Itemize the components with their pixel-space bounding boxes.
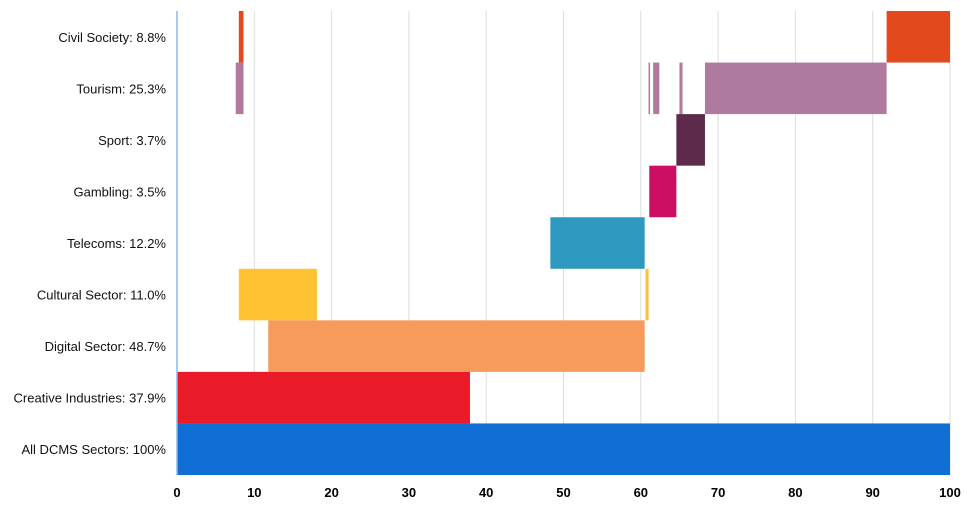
- bar-tourism-4: [679, 62, 683, 115]
- bar-civil-society-1: [238, 11, 244, 63]
- category-label-civil-society: Civil Society: 8.8%: [58, 30, 166, 45]
- category-label-digital-sector: Digital Sector: 48.7%: [45, 339, 167, 354]
- bar-tourism-3: [653, 62, 660, 115]
- bar-layer: [177, 11, 950, 475]
- x-tick-label-40: 40: [479, 485, 493, 500]
- x-tick-label-100: 100: [939, 485, 961, 500]
- x-tick-label-10: 10: [247, 485, 261, 500]
- x-tick-label-90: 90: [865, 485, 879, 500]
- x-tick-label-80: 80: [788, 485, 802, 500]
- bar-gambling-1: [649, 165, 677, 218]
- category-label-layer: Civil Society: 8.8% Tourism: 25.3% Sport: …: [14, 30, 167, 457]
- x-tick-label-60: 60: [634, 485, 648, 500]
- category-label-cultural-sector: Cultural Sector: 11.0%: [37, 288, 167, 303]
- x-tick-label-0: 0: [173, 485, 180, 500]
- bar-cultural-sector-1: [238, 268, 317, 321]
- bar-digital-sector-1: [268, 320, 645, 372]
- category-label-sport: Sport: 3.7%: [98, 133, 166, 148]
- x-tick-label-30: 30: [402, 485, 416, 500]
- x-tick-label-20: 20: [324, 485, 338, 500]
- category-label-tourism: Tourism: 25.3%: [76, 81, 166, 96]
- bar-tourism-5: [704, 62, 887, 115]
- bar-cultural-sector-2: [645, 268, 649, 321]
- axis-layer: 0 10 20 30 40 50 60 70 80 90 100: [173, 11, 961, 500]
- bar-tourism-1: [235, 62, 244, 115]
- bar-creative-industries-1: [177, 371, 470, 424]
- x-tick-label-70: 70: [711, 485, 725, 500]
- category-label-gambling: Gambling: 3.5%: [74, 184, 167, 199]
- bar-tourism-2: [648, 62, 651, 115]
- bar-all-dcms-sectors-1: [177, 423, 950, 475]
- bar-sport-1: [676, 114, 705, 166]
- category-label-creative-industries: Creative Industries: 37.9%: [14, 391, 167, 406]
- bar-telecoms-1: [550, 217, 645, 269]
- category-label-telecoms: Telecoms: 12.2%: [67, 236, 166, 251]
- bar-civil-society-2: [886, 11, 950, 63]
- x-tick-label-50: 50: [556, 485, 570, 500]
- category-label-all-dcms-sectors: All DCMS Sectors: 100%: [22, 442, 167, 457]
